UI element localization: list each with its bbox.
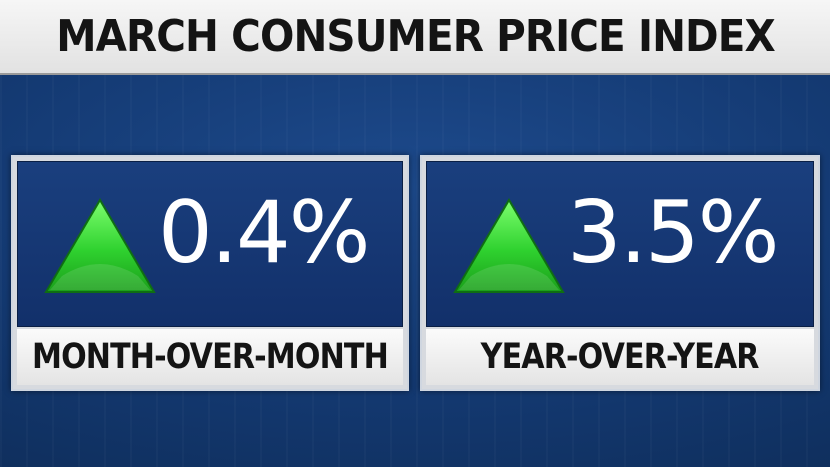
month-over-month-panel: 0.4% MONTH-OVER-MONTH (11, 155, 409, 391)
label-box: YEAR-OVER-YEAR (426, 329, 814, 385)
triangle-up-icon (44, 198, 156, 293)
year-over-year-value: 3.5% (567, 183, 779, 283)
month-over-month-label: MONTH-OVER-MONTH (32, 337, 389, 377)
title-banner: MARCH CONSUMER PRICE INDEX (0, 0, 830, 75)
year-over-year-panel: 3.5% YEAR-OVER-YEAR (420, 155, 820, 391)
triangle-up-icon (453, 198, 565, 293)
value-box: 0.4% (17, 161, 403, 327)
year-over-year-label: YEAR-OVER-YEAR (480, 337, 760, 377)
page-title: MARCH CONSUMER PRICE INDEX (55, 11, 775, 62)
label-box: MONTH-OVER-MONTH (17, 329, 403, 385)
value-box: 3.5% (426, 161, 814, 327)
month-over-month-value: 0.4% (158, 183, 370, 283)
